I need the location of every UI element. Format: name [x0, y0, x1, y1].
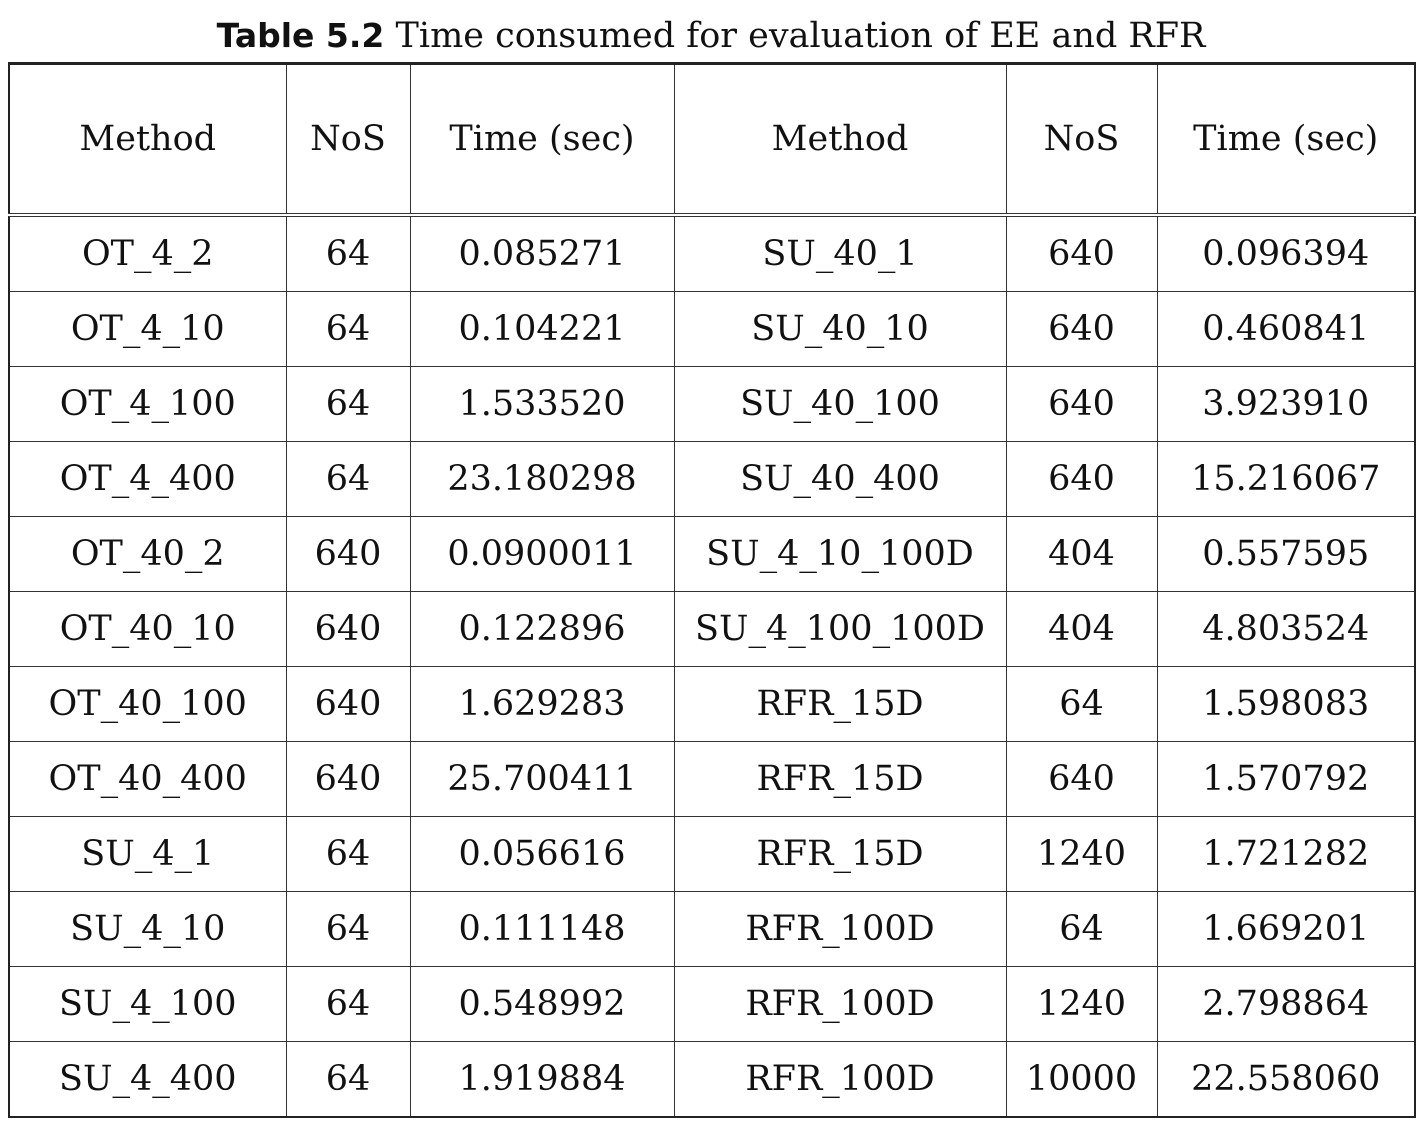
cell-nos: 640	[1005, 741, 1158, 817]
table-row: SU_4_10 64 0.111148 RFR_100D 64 1.669201	[8, 891, 1416, 967]
cell-nos: 64	[285, 816, 411, 892]
time-table: Method NoS Time (sec) Method NoS Time (s…	[8, 62, 1416, 1118]
cell-nos: 404	[1005, 516, 1158, 592]
cell-method: SU_40_1	[673, 214, 1007, 292]
cell-nos: 640	[1005, 291, 1158, 367]
cell-method: RFR_100D	[673, 1041, 1007, 1118]
cell-nos: 1240	[1005, 966, 1158, 1042]
table-row: OT_4_400 64 23.180298 SU_40_400 640 15.216067	[8, 441, 1416, 517]
cell-nos: 64	[285, 214, 411, 292]
table-row: SU_4_1 64 0.056616 RFR_15D 1240 1.721282	[8, 816, 1416, 892]
cell-nos: 1240	[1005, 816, 1158, 892]
cell-method: RFR_100D	[673, 891, 1007, 967]
table-row: OT_40_100 640 1.629283 RFR_15D 64 1.598083	[8, 666, 1416, 742]
cell-method: SU_4_10_100D	[673, 516, 1007, 592]
cell-time: 0.096394	[1156, 214, 1416, 292]
caption-text: Time consumed for evaluation of EE and R…	[395, 16, 1206, 56]
cell-time: 0.548992	[409, 966, 675, 1042]
cell-time: 0.557595	[1156, 516, 1416, 592]
cell-nos: 64	[285, 966, 411, 1042]
cell-method: OT_4_400	[8, 441, 287, 517]
table-row: SU_4_400 64 1.919884 RFR_100D 10000 22.558060	[8, 1041, 1416, 1118]
cell-method: RFR_15D	[673, 816, 1007, 892]
cell-time: 1.629283	[409, 666, 675, 742]
header-method: Method	[673, 63, 1007, 217]
table-row: OT_40_2 640 0.0900011 SU_4_10_100D 404 0.5575…	[8, 516, 1416, 592]
cell-time: 1.570792	[1156, 741, 1416, 817]
cell-time: 0.111148	[409, 891, 675, 967]
cell-method: SU_40_10	[673, 291, 1007, 367]
table-caption: Table 5.2 Time consumed for evaluation o…	[0, 14, 1422, 58]
cell-method: OT_40_10	[8, 591, 287, 667]
cell-method: SU_40_400	[673, 441, 1007, 517]
cell-nos: 640	[285, 666, 411, 742]
cell-time: 25.700411	[409, 741, 675, 817]
cell-method: OT_40_100	[8, 666, 287, 742]
cell-nos: 64	[285, 366, 411, 442]
cell-time: 0.104221	[409, 291, 675, 367]
cell-nos: 640	[1005, 441, 1158, 517]
cell-time: 23.180298	[409, 441, 675, 517]
table-row: OT_4_2 64 0.085271 SU_40_1 640 0.096394	[8, 214, 1416, 292]
cell-nos: 640	[1005, 214, 1158, 292]
header-time: Time (sec)	[409, 63, 675, 217]
table-row: OT_40_10 640 0.122896 SU_4_100_100D 404 4.803…	[8, 591, 1416, 667]
cell-method: OT_4_2	[8, 214, 287, 292]
cell-method: SU_4_100_100D	[673, 591, 1007, 667]
header-nos: NoS	[1005, 63, 1158, 217]
cell-method: RFR_15D	[673, 741, 1007, 817]
cell-method: SU_4_100	[8, 966, 287, 1042]
cell-time: 1.669201	[1156, 891, 1416, 967]
cell-time: 0.0900011	[409, 516, 675, 592]
table-row: OT_4_100 64 1.533520 SU_40_100 640 3.923910	[8, 366, 1416, 442]
cell-nos: 640	[285, 591, 411, 667]
cell-nos: 10000	[1005, 1041, 1158, 1118]
caption-label: Table 5.2	[216, 16, 385, 55]
cell-time: 15.216067	[1156, 441, 1416, 517]
table-row: OT_40_400 640 25.700411 RFR_15D 640 1.570792	[8, 741, 1416, 817]
cell-time: 1.721282	[1156, 816, 1416, 892]
cell-nos: 64	[285, 291, 411, 367]
cell-time: 3.923910	[1156, 366, 1416, 442]
cell-time: 4.803524	[1156, 591, 1416, 667]
cell-nos: 64	[285, 1041, 411, 1118]
cell-method: OT_4_10	[8, 291, 287, 367]
table-row: OT_4_10 64 0.104221 SU_40_10 640 0.460841	[8, 291, 1416, 367]
cell-method: SU_40_100	[673, 366, 1007, 442]
cell-time: 1.533520	[409, 366, 675, 442]
cell-method: SU_4_10	[8, 891, 287, 967]
header-method: Method	[8, 63, 287, 217]
cell-nos: 640	[285, 741, 411, 817]
cell-nos: 640	[1005, 366, 1158, 442]
cell-time: 1.919884	[409, 1041, 675, 1118]
cell-method: SU_4_1	[8, 816, 287, 892]
cell-nos: 64	[1005, 891, 1158, 967]
cell-method: RFR_100D	[673, 966, 1007, 1042]
cell-time: 22.558060	[1156, 1041, 1416, 1118]
cell-nos: 64	[1005, 666, 1158, 742]
header-time: Time (sec)	[1156, 63, 1416, 217]
cell-time: 0.085271	[409, 214, 675, 292]
cell-time: 0.122896	[409, 591, 675, 667]
cell-nos: 64	[285, 441, 411, 517]
cell-method: OT_40_400	[8, 741, 287, 817]
cell-time: 0.056616	[409, 816, 675, 892]
cell-method: OT_4_100	[8, 366, 287, 442]
cell-method: OT_40_2	[8, 516, 287, 592]
cell-method: SU_4_400	[8, 1041, 287, 1118]
cell-nos: 640	[285, 516, 411, 592]
cell-time: 0.460841	[1156, 291, 1416, 367]
cell-time: 2.798864	[1156, 966, 1416, 1042]
cell-time: 1.598083	[1156, 666, 1416, 742]
cell-nos: 404	[1005, 591, 1158, 667]
header-row: Method NoS Time (sec) Method NoS Time (s…	[8, 63, 1416, 217]
header-nos: NoS	[285, 63, 411, 217]
table-row: SU_4_100 64 0.548992 RFR_100D 1240 2.798864	[8, 966, 1416, 1042]
cell-method: RFR_15D	[673, 666, 1007, 742]
cell-nos: 64	[285, 891, 411, 967]
